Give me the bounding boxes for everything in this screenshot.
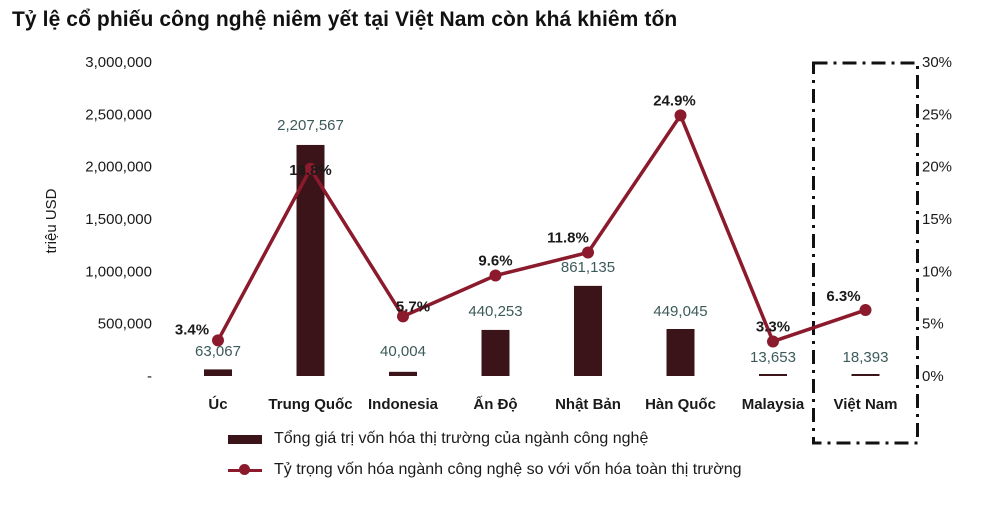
left-axis-tick-label: 2,000,000 [85,159,152,176]
legend-label-line: Tỷ trọng vốn hóa ngành công nghệ so với … [274,461,742,478]
category-label: Hàn Quốc [645,396,716,413]
y-axis-title: triệu USD [43,188,60,253]
legend-item-bar: Tổng giá trị vốn hóa thị trường của ngàn… [228,430,648,448]
line-point-0 [212,334,224,347]
line-value-label: 5.7% [396,298,430,315]
left-axis-tick-label: 2,500,000 [85,106,152,123]
bar-value-label: 2,207,567 [277,117,344,134]
bar-1 [296,144,325,376]
legend-swatch-bar [228,434,262,444]
left-axis-tick-label: 1,000,000 [85,263,152,280]
legend-item-line: Tỷ trọng vốn hóa ngành công nghệ so với … [228,461,742,479]
line-point-2 [397,310,409,323]
line-value-label: 11.8% [547,229,589,246]
right-axis-tick-label: 0% [922,368,944,385]
chart-title: Tỷ lệ cổ phiếu công nghệ niêm yết tại Vi… [12,8,678,31]
right-axis-tick-label: 25% [922,106,952,123]
line-value-label: 6.3% [826,288,860,305]
left-axis-tick-label: - [147,368,152,385]
left-axis-tick-label: 1,500,000 [85,211,152,228]
line-point-4 [582,246,594,259]
bar-value-label: 449,045 [653,303,707,320]
bar-value-label: 440,253 [468,303,522,320]
bar-3 [481,329,510,376]
line-point-6 [767,335,779,348]
bar-2 [389,371,417,376]
bar-6 [759,374,787,376]
category-label: Việt Nam [834,396,898,413]
line-point-5 [674,109,687,122]
line-series [216,113,867,344]
bar-value-label: 13,653 [750,349,796,366]
legend-label-bar: Tổng giá trị vốn hóa thị trường của ngàn… [274,430,649,447]
line-value-label: 3.3% [756,318,790,335]
line-value-label: 19.8% [289,162,332,179]
bar-4 [574,285,602,376]
category-label: Indonesia [368,396,439,413]
right-axis-tick-label: 20% [922,159,952,176]
line-value-label: 24.9% [653,92,696,109]
bar-0 [204,369,232,376]
highlight-box [812,61,919,445]
left-axis-tick-label: 500,000 [98,316,152,333]
bar-5 [666,328,695,376]
category-label: Úc [208,395,227,413]
category-label: Trung Quốc [268,396,352,413]
right-axis-tick-label: 15% [922,211,952,228]
category-label: Nhật Bản [555,396,621,413]
bar-value-label: 40,004 [380,343,426,360]
legend-swatch-line [228,464,262,476]
category-label: Malaysia [742,396,805,413]
category-label: Ấn Độ [473,396,517,413]
bar-value-label: 63,067 [195,343,241,360]
bar-value-label: 18,393 [843,349,889,366]
line-value-label: 3.4% [175,321,209,338]
left-axis-tick-label: 3,000,000 [85,54,152,71]
line-point-7 [859,304,872,317]
right-axis-tick-label: 5% [922,316,944,333]
line-point-1 [304,162,317,175]
bar-value-label: 861,135 [561,259,615,276]
line-point-3 [489,269,502,282]
right-axis-tick-label: 30% [922,54,952,71]
line-value-label: 9.6% [478,253,512,270]
right-axis-tick-label: 10% [922,263,952,280]
bar-7 [851,374,880,376]
